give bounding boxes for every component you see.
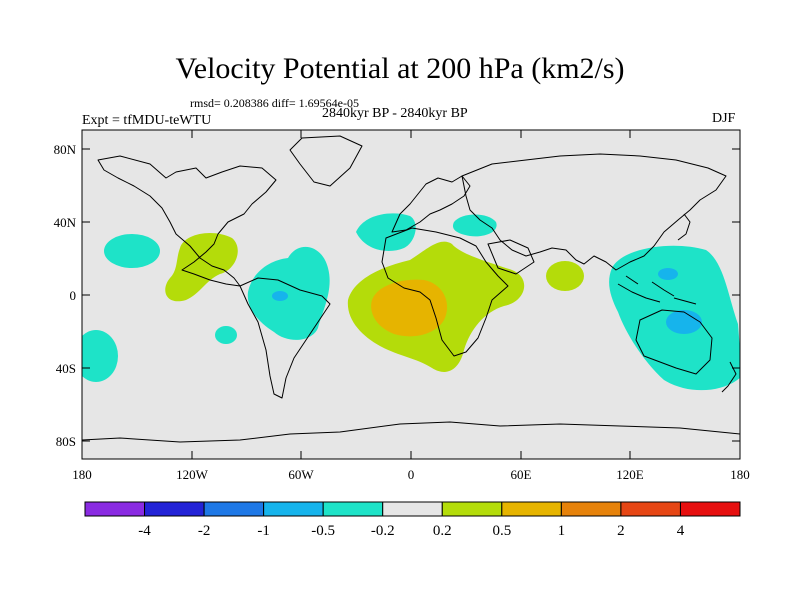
colorbar-swatch (203, 501, 265, 517)
coastline-greenland (289, 135, 363, 187)
colorbar-labels: -4 -2 -1 -0.5 -0.2 0.2 0.5 1 2 4 (138, 523, 684, 539)
coastline-arabia (487, 239, 535, 275)
lat-tick-label: 0 (70, 288, 77, 303)
lon-tick-label: 60E (511, 467, 532, 482)
colorbar-label: 2 (617, 523, 625, 539)
colorbar-label: -2 (198, 523, 211, 539)
colorbar-label: -0.2 (371, 523, 395, 539)
colorbar-swatch (501, 501, 562, 517)
colorbar-swatch (560, 501, 622, 517)
positive-anomaly-central-america (165, 233, 238, 302)
colorbar (84, 501, 741, 517)
colorbar-label: 0.5 (492, 523, 511, 539)
colorbar-label: 4 (677, 523, 685, 539)
negative-core-south-america (272, 291, 288, 301)
coastline-indonesia (617, 275, 697, 305)
colorbar-swatch (620, 501, 681, 517)
lat-axis (82, 148, 740, 442)
colorbar-swatch (382, 501, 443, 517)
colorbar-swatch (263, 501, 324, 517)
lon-axis (81, 130, 631, 459)
lon-tick-label: 0 (408, 467, 415, 482)
colorbar-label: 1 (558, 523, 566, 539)
colorbar-swatch (84, 501, 146, 517)
negative-anomaly-dateline-west (82, 330, 118, 382)
coastlines (82, 135, 740, 443)
lon-tick-label: 120W (176, 467, 209, 482)
lat-tick-label: 40S (56, 361, 76, 376)
coastline-europe (391, 175, 471, 233)
lon-labels: 180 120W 60W 0 60E 120E 180 (72, 467, 750, 482)
lat-tick-label: 80S (56, 434, 76, 449)
coastline-asia (461, 153, 727, 271)
lon-tick-label: 120E (616, 467, 644, 482)
coastline-africa (381, 227, 509, 357)
coastline-south-america (239, 277, 331, 399)
lat-tick-label: 40N (54, 215, 77, 230)
period-label: 2840kyr BP - 2840kyr BP (322, 106, 468, 121)
lat-labels: 80N 40N 0 40S 80S (54, 142, 77, 449)
lat-tick-label: 80N (54, 142, 77, 157)
colorbar-swatch (679, 501, 741, 517)
negative-anomaly-north-africa (452, 214, 497, 237)
negative-anomaly-north-atlantic (356, 213, 416, 251)
positive-core-tropical-atlantic (371, 279, 448, 337)
colorbar-label: -4 (138, 523, 151, 539)
coastline-australia (635, 309, 713, 375)
experiment-label: Expt = tfMDU-teWTU (82, 113, 212, 128)
colorbar-label: -0.5 (311, 523, 335, 539)
colorbar-label: 0.2 (433, 523, 452, 539)
lon-tick-label: 180 (730, 467, 750, 482)
colorbar-label: -1 (257, 523, 270, 539)
positive-anomaly-indian-ocean (546, 261, 584, 291)
map-title: Velocity Potential at 200 hPa (km2/s) (175, 52, 625, 85)
negative-anomaly-south-pacific (215, 326, 237, 344)
stats-label: rmsd= 0.208386 diff= 1.69564e-05 (190, 96, 359, 110)
coastline-north-america (97, 155, 277, 287)
negative-core-philippines (658, 268, 678, 280)
lon-tick-label: 60W (288, 467, 314, 482)
lon-tick-label: 180 (72, 467, 92, 482)
negative-core-australia (666, 310, 702, 334)
negative-anomaly-pacific-north (104, 234, 160, 268)
season-label: DJF (712, 111, 736, 126)
negative-anomaly-south-america (247, 246, 330, 340)
contour-fill-layer (82, 135, 740, 443)
colorbar-swatch (441, 501, 503, 517)
coastline-antarctica (82, 421, 740, 443)
colorbar-swatch (322, 501, 384, 517)
colorbar-swatch (144, 501, 205, 517)
coastline-japan (677, 213, 691, 241)
